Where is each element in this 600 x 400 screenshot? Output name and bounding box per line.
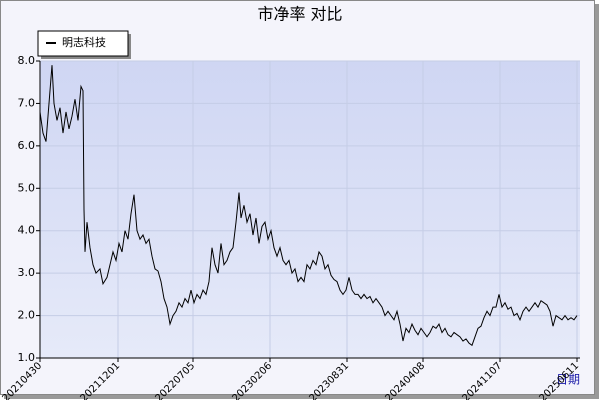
legend-label: 明志科技 (62, 35, 106, 49)
data-line (39, 65, 578, 347)
y-tick-label: 2.0 (18, 309, 36, 322)
y-tick-label: 5.0 (18, 181, 36, 194)
y-tick-label: 3.0 (18, 266, 36, 279)
chart-title: 市净率 对比 (257, 5, 342, 24)
frame-shadow (4, 395, 599, 399)
frame-shadow (595, 4, 599, 398)
y-tick-label: 4.0 (18, 224, 36, 237)
x-axis-title: 日期 (556, 373, 580, 387)
y-tick-label: 6.0 (18, 139, 36, 152)
y-tick-label: 8.0 (18, 54, 36, 67)
y-tick-label: 1.0 (18, 351, 36, 364)
y-tick-label: 7.0 (18, 96, 36, 109)
plot-area (40, 61, 580, 358)
